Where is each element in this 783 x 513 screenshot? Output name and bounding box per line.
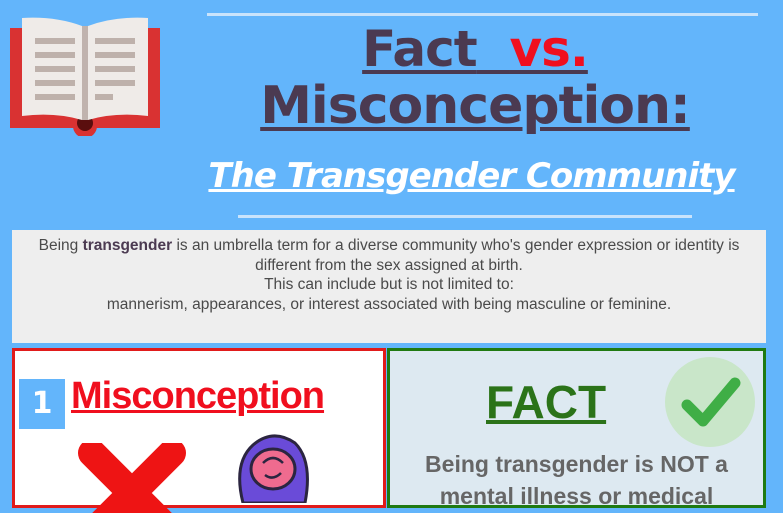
intro-definition: Being transgender is an umbrella term fo… [38,237,740,274]
title-fact: Fact [362,20,478,78]
fact-heading: FACT [486,376,607,428]
misconception-heading: Misconception [71,375,325,417]
intro-line-3: This can include but is not limited to: [264,276,514,293]
divider-bottom [238,215,692,218]
item-number-badge: 1 [19,379,65,429]
fact-text: Being transgender is NOT a mental illnes… [425,451,728,509]
title-line-1: Fact vs. [200,20,750,78]
checkmark-icon [665,357,755,447]
fact-panel: FACT Being transgender is NOT a mental i… [387,348,766,509]
x-mark-icon [78,443,186,513]
intro-line-4: mannerism, appearances, or interest asso… [106,295,672,313]
open-book-icon [10,17,160,136]
subtitle: The Transgender Community [208,156,735,196]
brain-head-icon [238,434,309,503]
intro-box: Being transgender is an umbrella term fo… [12,230,766,343]
title-vs: vs. [509,20,588,78]
divider-top [207,13,758,16]
misconception-panel: 1 Misconception [12,348,386,513]
title-line-2: Misconception: [260,76,691,136]
intro-bold-term: transgender [82,237,173,254]
